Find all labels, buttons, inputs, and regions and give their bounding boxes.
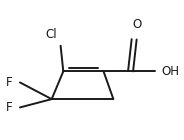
Text: F: F	[6, 76, 13, 89]
Text: O: O	[132, 18, 141, 31]
Text: F: F	[6, 101, 13, 114]
Text: Cl: Cl	[46, 28, 57, 41]
Text: OH: OH	[162, 65, 180, 78]
